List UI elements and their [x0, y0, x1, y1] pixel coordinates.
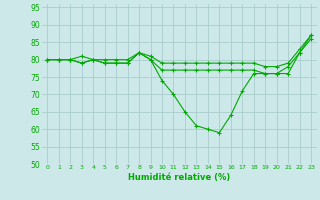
- X-axis label: Humidité relative (%): Humidité relative (%): [128, 173, 230, 182]
